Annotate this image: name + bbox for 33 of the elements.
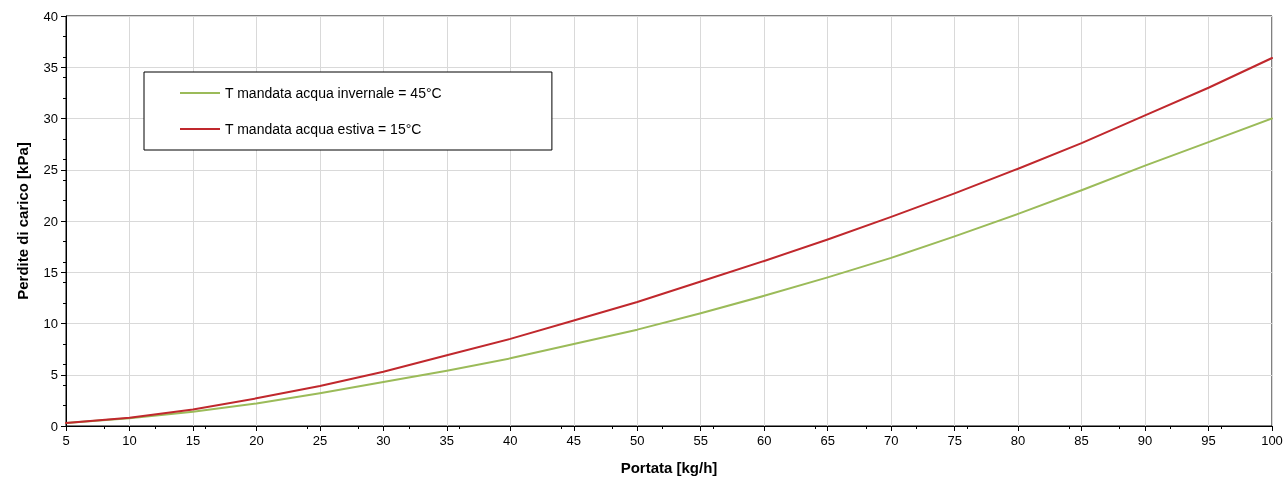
y-tick-label: 20 <box>43 213 58 229</box>
x-tick-label: 25 <box>312 433 328 448</box>
x-tick-label: 5 <box>62 433 70 448</box>
y-tick-label: 15 <box>43 264 58 280</box>
x-tick-label: 15 <box>185 433 201 448</box>
y-tick-label: 30 <box>43 111 58 126</box>
y-axis-title: Perdite di carico [kPa] <box>14 142 31 300</box>
x-tick-label: 55 <box>693 433 708 448</box>
x-tick-label: 75 <box>947 433 962 448</box>
x-tick-label: 50 <box>630 433 645 448</box>
x-tick-label: 85 <box>1074 433 1089 448</box>
x-tick-label: 65 <box>820 433 835 448</box>
legend-label: T mandata acqua estiva = 15°C <box>225 121 422 137</box>
x-tick-label: 60 <box>756 433 772 448</box>
y-tick-label: 10 <box>43 316 58 331</box>
x-axis-title: Portata [kg/h] <box>620 459 718 476</box>
x-tick-label: 80 <box>1010 433 1026 448</box>
y-tick-label: 35 <box>43 59 58 75</box>
y-tick-label: 25 <box>43 162 58 178</box>
x-tick-label: 20 <box>249 433 264 448</box>
legend-label: T mandata acqua invernale = 45°C <box>225 85 442 101</box>
x-tick-label: 70 <box>883 433 899 448</box>
y-tick-label: 0 <box>50 418 58 434</box>
x-tick-label: 40 <box>503 433 518 448</box>
x-tick-label: 10 <box>122 433 137 448</box>
x-tick-label: 90 <box>1137 433 1153 448</box>
x-tick-label: 95 <box>1201 433 1216 448</box>
y-tick-label: 40 <box>43 8 58 24</box>
y-tick-label: 5 <box>50 367 58 383</box>
x-tick-label: 35 <box>439 433 455 448</box>
x-tick-label: 45 <box>566 433 582 448</box>
x-tick-label: 30 <box>376 433 391 448</box>
x-tick-label: 100 <box>1261 433 1283 448</box>
